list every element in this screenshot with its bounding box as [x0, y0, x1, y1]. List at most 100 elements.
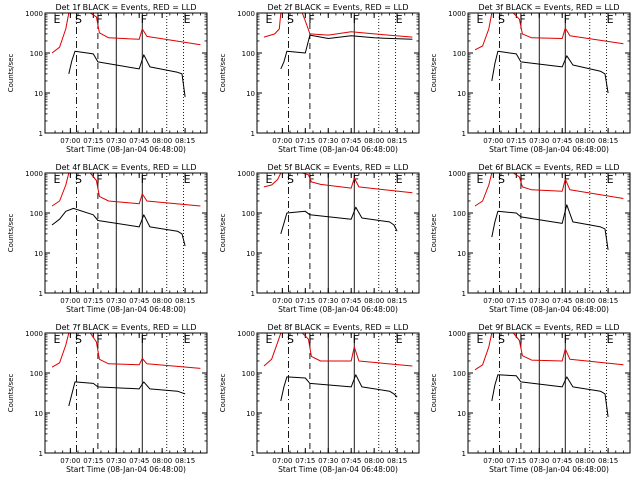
series-lld-line	[474, 332, 624, 371]
x-tick-label: 07:30	[318, 137, 338, 145]
series-events-line	[491, 50, 609, 94]
x-tick-label: 08:00	[575, 297, 595, 305]
marker-letter: F	[353, 13, 359, 26]
x-tick-label: 08:15	[598, 297, 618, 305]
marker-letter: E	[54, 333, 61, 346]
x-tick-label: 07:30	[318, 297, 338, 305]
x-tick-label: 08:00	[152, 137, 172, 145]
marker-letter: S	[498, 173, 505, 186]
y-tick-label: 1	[462, 130, 466, 138]
y-tick-label: 1	[39, 130, 43, 138]
panel-title: Det 4f BLACK = Events, RED = LLD	[55, 163, 196, 172]
y-axis-label: Counts/sec	[219, 214, 227, 253]
x-tick-label: 08:00	[364, 457, 384, 465]
detector-panel-7: Det 7f BLACK = Events, RED = LLD Counts/s…	[7, 323, 208, 474]
y-tick-label: 100	[242, 50, 255, 58]
detector-panel-6: Det 6f BLACK = Events, RED = LLD Counts/s…	[430, 163, 631, 314]
series-lld-line	[263, 332, 413, 367]
marker-letter: F	[353, 173, 359, 186]
x-tick-label: 07:00	[272, 137, 292, 145]
x-tick-label: 07:30	[106, 297, 126, 305]
y-tick-label: 100	[242, 370, 255, 378]
marker-letter: E	[266, 333, 273, 346]
x-tick-label: 07:30	[106, 137, 126, 145]
marker-letter: E	[477, 173, 484, 186]
x-tick-label: 07:15	[506, 297, 526, 305]
x-axis-label: Start Time (08-Jan-04 06:48:00)	[278, 305, 398, 314]
series-events-line	[51, 207, 186, 247]
series-lld-line	[263, 12, 413, 38]
x-tick-label: 07:15	[295, 297, 315, 305]
plot-frame	[256, 12, 420, 134]
y-tick-label: 100	[453, 50, 466, 58]
marker-letter: E	[396, 333, 403, 346]
x-tick-label: 08:00	[364, 297, 384, 305]
series-lld-line	[474, 172, 624, 207]
marker-letter: E	[184, 13, 191, 26]
y-axis-label: Counts/sec	[7, 54, 15, 93]
x-tick-label: 07:45	[552, 297, 572, 305]
y-tick-label: 1	[251, 130, 255, 138]
detector-panel-5: Det 5f BLACK = Events, RED = LLD Counts/s…	[219, 163, 420, 314]
x-axis-label: Start Time (08-Jan-04 06:48:00)	[489, 465, 609, 474]
x-tick-label: 07:30	[529, 137, 549, 145]
series-lld-line	[51, 172, 201, 207]
marker-letter: F	[96, 173, 102, 186]
y-axis-label: Counts/sec	[219, 374, 227, 413]
x-tick-label: 07:00	[272, 297, 292, 305]
x-tick-label: 07:00	[483, 457, 503, 465]
series-lld-line	[474, 12, 624, 51]
series-events-line	[280, 374, 398, 402]
x-tick-label: 08:00	[152, 297, 172, 305]
marker-letter: F	[141, 173, 147, 186]
y-tick-label: 100	[30, 370, 43, 378]
y-tick-label: 10	[34, 250, 43, 258]
marker-letter: S	[498, 333, 505, 346]
y-axis-label: Counts/sec	[219, 54, 227, 93]
marker-letter: F	[564, 173, 570, 186]
marker-letter: F	[141, 13, 147, 26]
marker-letter: E	[396, 13, 403, 26]
x-tick-label: 07:15	[295, 137, 315, 145]
x-tick-label: 08:00	[575, 137, 595, 145]
y-tick-label: 10	[34, 410, 43, 418]
x-tick-label: 08:15	[175, 457, 195, 465]
x-tick-label: 07:00	[60, 457, 80, 465]
series-events-line	[68, 50, 186, 97]
panel-title: Det 1f BLACK = Events, RED = LLD	[55, 3, 196, 12]
panel-title: Det 7f BLACK = Events, RED = LLD	[55, 323, 196, 332]
y-tick-label: 1000	[237, 170, 255, 178]
marker-letter: F	[308, 173, 314, 186]
panel-title: Det 9f BLACK = Events, RED = LLD	[478, 323, 619, 332]
y-tick-label: 1000	[448, 330, 466, 338]
y-tick-label: 1	[462, 290, 466, 298]
marker-letter: F	[96, 333, 102, 346]
y-tick-label: 1000	[448, 170, 466, 178]
x-tick-label: 08:15	[598, 457, 618, 465]
marker-letter: S	[287, 333, 294, 346]
marker-letter: S	[75, 333, 82, 346]
y-tick-label: 1000	[237, 330, 255, 338]
panel-title: Det 5f BLACK = Events, RED = LLD	[267, 163, 408, 172]
y-tick-label: 100	[453, 370, 466, 378]
marker-letter: E	[184, 333, 191, 346]
x-tick-label: 07:00	[60, 137, 80, 145]
x-tick-label: 08:15	[387, 137, 407, 145]
marker-letter: E	[607, 13, 614, 26]
marker-letter: F	[564, 333, 570, 346]
x-tick-label: 07:45	[129, 137, 149, 145]
marker-letter: S	[498, 13, 505, 26]
x-axis-label: Start Time (08-Jan-04 06:48:00)	[278, 465, 398, 474]
series-events-line	[68, 381, 186, 407]
x-tick-label: 08:00	[152, 457, 172, 465]
x-tick-label: 07:15	[83, 137, 103, 145]
marker-letter: E	[54, 13, 61, 26]
marker-letter: S	[287, 173, 294, 186]
y-tick-label: 10	[246, 250, 255, 258]
marker-letter: E	[54, 173, 61, 186]
y-tick-label: 1	[251, 290, 255, 298]
y-tick-label: 1000	[25, 10, 43, 18]
detector-panel-9: Det 9f BLACK = Events, RED = LLD Counts/s…	[430, 323, 631, 474]
x-tick-label: 07:15	[83, 297, 103, 305]
